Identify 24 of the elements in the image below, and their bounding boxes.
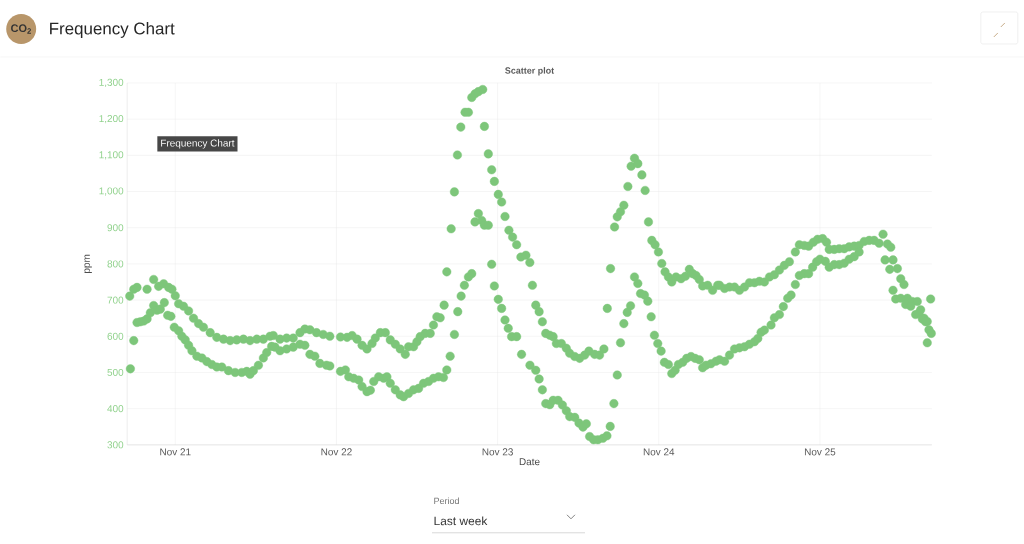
y-tick-label: 600	[107, 332, 124, 340]
y-tick-label: 1,200	[99, 115, 124, 124]
y-tick-label: 500	[107, 369, 124, 377]
x-tick-label: Nov 25	[804, 448, 836, 456]
annotation: Frequency Chart	[161, 139, 235, 149]
text: Last week	[434, 516, 488, 526]
y-tick-label: 700	[107, 296, 124, 304]
x-axis-title: Date	[519, 458, 540, 466]
y-tick-label: 1,100	[99, 151, 124, 160]
y-tick-label: 400	[107, 405, 124, 413]
chart-title: Scatter plot	[505, 67, 555, 76]
text: Period	[434, 497, 459, 505]
x-tick-label: Nov 22	[321, 448, 352, 456]
text: Frequency Chart	[50, 22, 175, 38]
x-tick-label: Nov 21	[160, 448, 191, 456]
y-tick-label: 1,000	[99, 187, 124, 196]
y-tick-label: 300	[107, 441, 124, 449]
y-tick-label: 800	[107, 260, 124, 268]
x-tick-label: Nov 24	[643, 448, 675, 456]
y-tick-label: 900	[107, 224, 124, 232]
text: CO$_{2}$	[11, 24, 31, 34]
y-tick-label: 1,300	[99, 78, 124, 88]
x-tick-label: Nov 23	[482, 448, 513, 456]
y-axis-title: ppm	[84, 254, 92, 274]
